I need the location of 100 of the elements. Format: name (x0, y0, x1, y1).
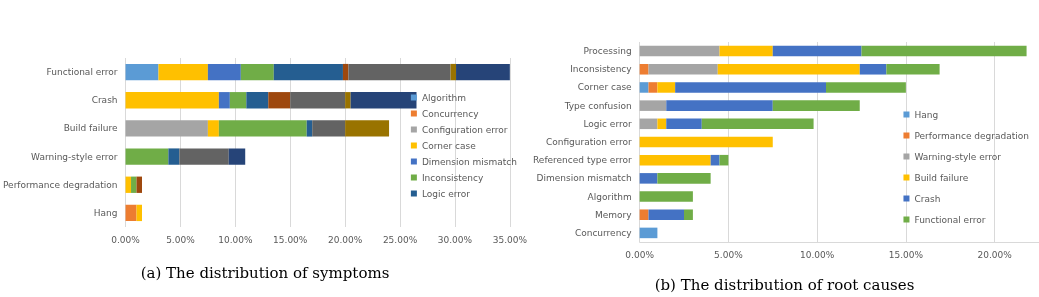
y-tick-label: Memory (595, 209, 633, 220)
y-tick-label: Configuration error (545, 137, 632, 147)
legend-label: Performance degradation (914, 130, 1030, 141)
y-tick-label: Performance degradation (2, 179, 118, 190)
text: (b) The distribution of root causes (654, 275, 915, 294)
bar (312, 120, 346, 137)
bar (228, 148, 246, 165)
bar (125, 120, 208, 137)
y-tick-label: Logic error (583, 118, 632, 129)
x-tick-label: 15.00% (273, 234, 308, 245)
bar (657, 118, 667, 130)
y-tick-label: Algorithm (587, 191, 632, 202)
legend-label: Inconsistency (421, 172, 484, 183)
bar (666, 118, 702, 130)
y-tick-label: Hang (93, 207, 118, 218)
bar (345, 92, 351, 109)
bar (207, 63, 241, 81)
x-tick-label: 30.00% (437, 234, 473, 245)
bar (861, 45, 1027, 57)
y-tick-label: Crash (91, 95, 118, 106)
bar (639, 82, 649, 93)
y-tick-label: Type confusion (563, 100, 632, 111)
bar (456, 63, 510, 81)
bar (639, 118, 658, 130)
bar (131, 176, 137, 193)
x-tick-label: 15.00% (888, 249, 924, 260)
x-tick-label: 10.00% (799, 249, 835, 260)
legend-label: Functional error (914, 214, 986, 225)
x-tick-label: 5.00% (166, 234, 196, 245)
x-tick-label: 0.00% (625, 249, 655, 260)
bar (229, 92, 247, 109)
bar (639, 173, 658, 184)
bar (648, 209, 685, 220)
x-tick-label: 35.00% (492, 234, 528, 245)
bar (348, 63, 451, 81)
legend-label: Logic error (421, 188, 471, 199)
bar (719, 45, 773, 57)
legend-label: Warning-style error (914, 151, 1002, 162)
bar (657, 82, 676, 93)
bar (273, 63, 343, 81)
legend-label: Corner case (421, 140, 477, 151)
bar (218, 120, 307, 137)
bar (290, 92, 346, 109)
bar (639, 209, 649, 220)
x-tick-label: 10.00% (218, 234, 253, 245)
text: (a) The distribution of symptoms (140, 263, 390, 282)
bar (240, 63, 274, 81)
y-tick-label: Processing (583, 46, 632, 57)
bar (639, 100, 667, 111)
bar (345, 120, 390, 137)
bar (648, 82, 658, 93)
y-tick-label: Dimension mismatch (536, 173, 632, 184)
y-tick-label: Corner case (577, 82, 633, 93)
x-tick-label: 20.00% (977, 249, 1013, 260)
bar (666, 100, 773, 111)
bar (207, 120, 219, 137)
bar (701, 118, 814, 130)
x-tick-label: 0.00% (111, 234, 141, 245)
bar (859, 64, 887, 75)
y-tick-label: Build failure (63, 123, 118, 134)
x-tick-label: 5.00% (714, 249, 744, 260)
bar (246, 92, 269, 109)
bar (639, 45, 720, 57)
legend-label: Crash (914, 193, 941, 204)
bar (710, 154, 720, 166)
bar (639, 191, 693, 202)
bar (179, 148, 229, 165)
bar (657, 173, 711, 184)
bar (350, 92, 417, 109)
bar (639, 136, 773, 148)
legend-label: Build failure (914, 172, 969, 183)
bar (639, 154, 711, 166)
bar (648, 64, 718, 75)
bar (168, 148, 180, 165)
bar (306, 120, 313, 137)
bar (886, 64, 940, 75)
y-tick-label: Functional error (46, 67, 118, 78)
bar (158, 63, 208, 81)
legend-label: Hang (914, 109, 939, 120)
x-tick-label: 25.00% (382, 234, 418, 245)
bar (125, 63, 159, 81)
bar (772, 45, 862, 57)
legend-label: Configuration error (421, 124, 508, 135)
bar (268, 92, 291, 109)
y-tick-label: Warning-style error (31, 151, 118, 162)
bar (772, 100, 860, 111)
bar (684, 209, 693, 220)
y-tick-label: Referenced type error (532, 155, 632, 166)
bar (125, 148, 169, 165)
bar (639, 64, 649, 75)
bar (218, 92, 230, 109)
x-tick-label: 20.00% (327, 234, 363, 245)
bar (639, 227, 658, 239)
bar (125, 92, 219, 109)
legend-label: Dimension mismatch (421, 156, 518, 167)
y-tick-label: Inconsistency (570, 64, 633, 75)
bar (826, 82, 906, 93)
y-tick-label: Concurrency (574, 227, 633, 238)
bar (717, 64, 860, 75)
bar (675, 82, 827, 93)
